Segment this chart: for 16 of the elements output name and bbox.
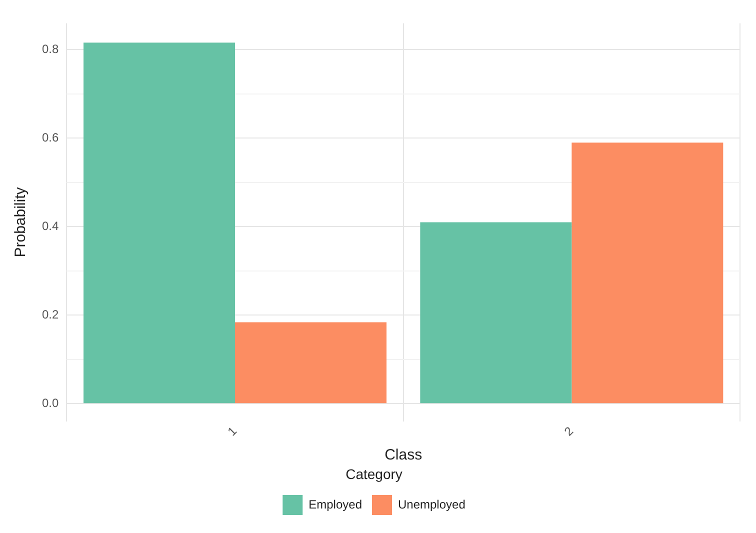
bar <box>420 222 572 404</box>
legend-title: Category <box>346 466 402 482</box>
x-tick-label: 1 <box>224 424 240 439</box>
y-tick-label: 0.8 <box>42 42 59 56</box>
x-axis-title: Class <box>384 446 422 464</box>
y-tick-label: 0.2 <box>42 307 59 322</box>
y-tick-label: 0.6 <box>42 130 59 145</box>
y-tick-label: 0.4 <box>42 218 59 233</box>
legend-label: Unemployed <box>398 497 466 512</box>
bar <box>84 42 236 404</box>
x-tick-label: 2 <box>562 424 576 439</box>
legend-label: Employed <box>308 497 362 512</box>
bar <box>235 322 387 404</box>
y-axis-title: Probability <box>12 186 30 258</box>
bar <box>572 142 724 404</box>
y-tick-label: 0.0 <box>42 396 59 410</box>
